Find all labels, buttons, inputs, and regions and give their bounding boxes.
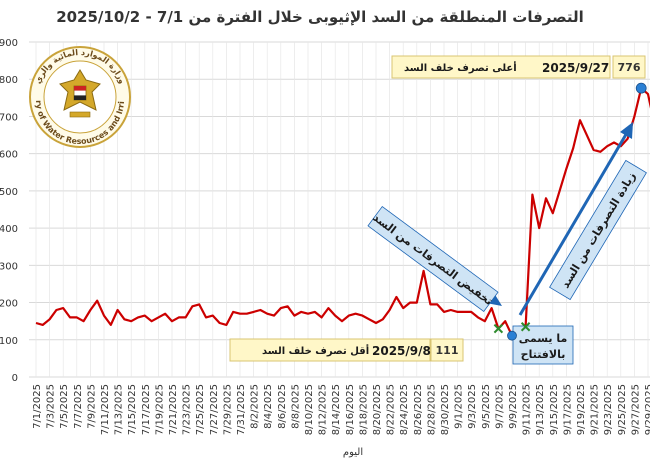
x-tick-label: 9/25/2025	[617, 384, 628, 435]
series-line	[35, 87, 650, 337]
x-tick-label: 7/19/2025	[154, 384, 165, 435]
y-tick-label: 600	[0, 150, 18, 161]
min-date-label: 2025/9/8	[372, 344, 431, 358]
x-tick-label: 8/20/2025	[372, 384, 383, 435]
x-tick-label: 9/15/2025	[549, 384, 560, 435]
x-tick-label: 7/7/2025	[73, 384, 84, 429]
x-tick-label: 9/23/2025	[603, 384, 614, 435]
x-tick-label: 8/4/2025	[263, 384, 274, 429]
x-tick-label: 9/3/2025	[467, 384, 478, 429]
y-tick-label: 300	[0, 261, 18, 272]
x-tick-label: 7/23/2025	[182, 384, 193, 435]
x-tick-label: 7/21/2025	[168, 384, 179, 435]
y-tick-label: 100	[0, 336, 18, 347]
x-tick-label: 9/27/2025	[630, 384, 641, 435]
cross-marker	[520, 322, 531, 332]
max-value-box	[612, 55, 646, 79]
x-tick-label: 8/8/2025	[290, 384, 301, 429]
x-tick-label: 8/24/2025	[399, 384, 410, 435]
eagle-icon	[59, 69, 101, 118]
min-note-label: أقل تصرف خلف السد	[262, 344, 369, 357]
x-tick-label: 8/28/2025	[426, 384, 437, 435]
y-tick-label: 0	[12, 373, 18, 384]
x-tick-label: 9/5/2025	[481, 384, 492, 429]
x-tick-label: 9/9/2025	[508, 384, 519, 429]
x-tick-label: 7/13/2025	[114, 384, 125, 435]
x-tick-label: 9/21/2025	[590, 384, 601, 435]
min-value-label: 111	[436, 344, 459, 357]
min-value-box	[430, 338, 464, 362]
x-tick-label: 8/26/2025	[413, 384, 424, 435]
x-tick-label: 7/5/2025	[59, 384, 70, 429]
x-tick-label: 8/14/2025	[331, 384, 342, 435]
opening-label-box	[512, 325, 574, 365]
x-tick-label: 8/16/2025	[345, 384, 356, 435]
x-tick-label: 9/29/2025	[644, 384, 650, 435]
x-tick-label: 7/29/2025	[222, 384, 233, 435]
y-tick-label: 700	[0, 112, 18, 123]
x-tick-label: 9/19/2025	[576, 384, 587, 435]
min-point-marker	[507, 330, 517, 341]
x-tick-label: 8/22/2025	[386, 384, 397, 435]
x-tick-label: 7/3/2025	[46, 384, 57, 429]
max-point-marker	[635, 82, 647, 94]
x-tick-label: 9/1/2025	[454, 384, 465, 429]
max-date-label: 2025/9/27	[542, 61, 609, 75]
x-tick-label: 7/15/2025	[127, 384, 138, 435]
min-annotation-box	[229, 338, 431, 362]
chart-title: التصرفات المنطلقة من السد الإثيوبى خلال …	[56, 8, 584, 26]
y-tick-label: 200	[0, 299, 18, 310]
opening-label-line2: بالافتتاح	[521, 348, 566, 361]
data-markers	[493, 82, 647, 341]
y-tick-label: 500	[0, 187, 18, 198]
y-tick-label: 800	[0, 75, 18, 86]
x-tick-label: 9/7/2025	[494, 384, 505, 429]
x-tick-label: 9/13/2025	[535, 384, 546, 435]
x-tick-label: 9/11/2025	[522, 384, 533, 435]
opening-label-line1: ما يسمى	[519, 332, 568, 345]
max-note-label: أعلى تصرف خلف السد	[404, 61, 517, 74]
x-tick-label: 8/30/2025	[440, 384, 451, 435]
x-axis-label: اليوم	[343, 447, 363, 458]
x-tick-label: 7/25/2025	[195, 384, 206, 435]
x-tick-label: 7/1/2025	[32, 384, 43, 429]
y-tick-labels: 0 100 200 300 400 500 600 700 800 900	[0, 38, 18, 384]
x-tick-labels: 7/1/2025 7/3/2025 7/5/2025 7/7/2025 7/9/2025…	[32, 384, 650, 435]
x-tick-label: 7/11/2025	[100, 384, 111, 435]
y-tick-label: 900	[0, 38, 18, 49]
x-tick-label: 8/6/2025	[277, 384, 288, 429]
x-tick-label: 9/17/2025	[562, 384, 573, 435]
x-tick-label: 8/12/2025	[318, 384, 329, 435]
annotations: أعلى تصرف خلف السد 2025/9/27 776 أقل تصر…	[229, 55, 647, 365]
x-tick-label: 8/10/2025	[304, 384, 315, 435]
x-tick-label: 7/9/2025	[86, 384, 97, 429]
max-value-label: 776	[618, 61, 641, 74]
y-tick-label: 400	[0, 224, 18, 235]
cross-marker	[493, 323, 504, 334]
x-tick-label: 7/27/2025	[209, 384, 220, 435]
max-annotation-box	[391, 55, 611, 79]
x-tick-label: 7/31/2025	[236, 384, 247, 435]
x-tick-label: 7/17/2025	[141, 384, 152, 435]
x-tick-label: 8/18/2025	[358, 384, 369, 435]
x-tick-label: 8/2/2025	[250, 384, 261, 429]
